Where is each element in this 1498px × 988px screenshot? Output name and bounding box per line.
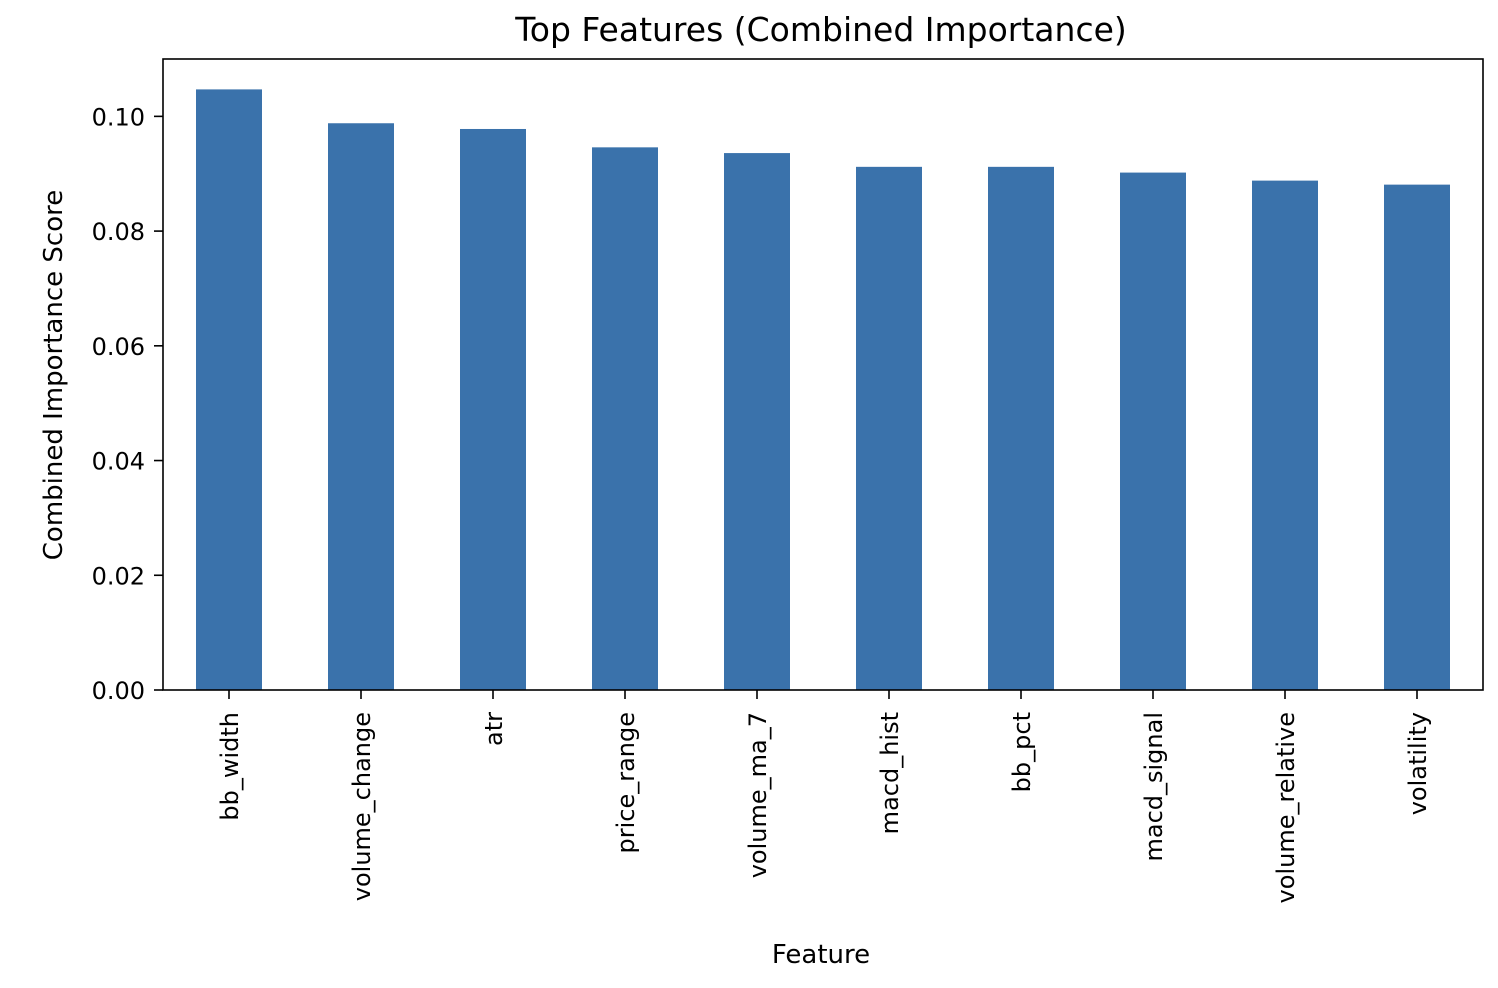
y-tick-label: 0.02 xyxy=(92,562,145,590)
bar-macd_signal xyxy=(1120,172,1186,690)
bar-bb_pct xyxy=(988,166,1054,691)
bar-volatility xyxy=(1384,184,1450,690)
bar-macd_hist xyxy=(856,166,922,691)
x-axis: bb_width volume_change atr price_range volum… xyxy=(216,690,1432,903)
y-tick-label: 0.08 xyxy=(92,218,145,246)
x-axis-label: Feature xyxy=(772,940,870,970)
bar-volume_ma_7 xyxy=(724,153,790,690)
chart-title: Top Features (Combined Importance) xyxy=(514,10,1127,49)
plot-area xyxy=(162,58,1484,691)
x-tick-label: atr xyxy=(480,712,508,746)
bar-volume_relative xyxy=(1252,180,1318,691)
x-tick-label: volatility xyxy=(1404,712,1432,815)
y-axis-label: Combined Importance Score xyxy=(39,190,69,560)
bar-volume_change xyxy=(328,123,394,690)
y-tick-label: 0.00 xyxy=(92,677,145,705)
plot-frame xyxy=(162,58,1484,691)
x-tick-label: price_range xyxy=(612,712,640,854)
y-tick-label: 0.10 xyxy=(92,103,145,131)
x-tick-label: macd_signal xyxy=(1140,712,1168,862)
x-tick-label: volume_ma_7 xyxy=(744,712,772,878)
bar-price_range xyxy=(592,147,658,691)
x-tick-label: volume_relative xyxy=(1272,712,1300,903)
x-tick-label: bb_pct xyxy=(1008,712,1036,792)
y-tick-label: 0.04 xyxy=(92,448,145,476)
y-axis: 0.00 0.02 0.04 0.06 0.08 0.10 xyxy=(92,103,163,705)
x-tick-label: macd_hist xyxy=(876,712,904,834)
x-tick-label: volume_change xyxy=(348,712,376,901)
bar-bb_width xyxy=(196,89,262,690)
x-tick-label: bb_width xyxy=(216,712,244,821)
y-tick-label: 0.06 xyxy=(92,333,145,361)
bar-atr xyxy=(460,128,526,691)
